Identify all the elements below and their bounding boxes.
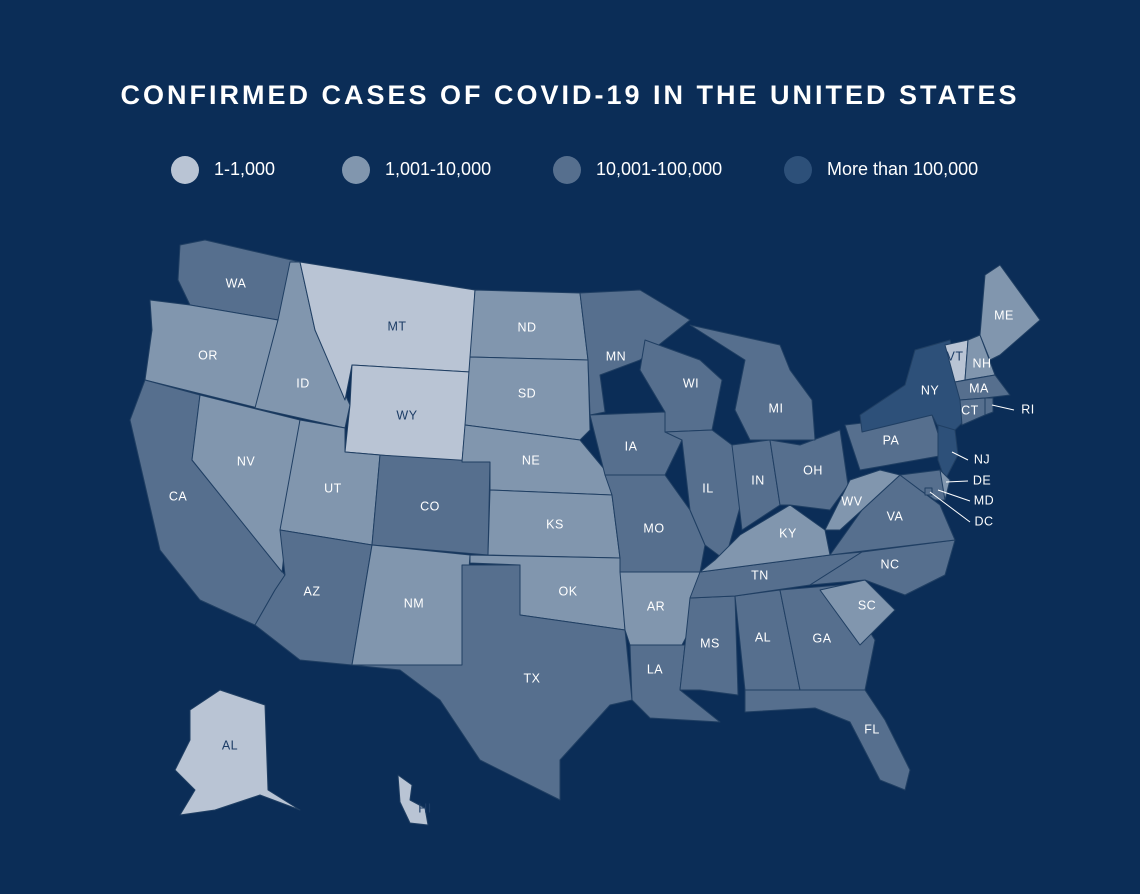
state-shape <box>979 264 1041 361</box>
state-label: NV <box>237 454 256 468</box>
state-label: NC <box>880 557 899 571</box>
state-label: ME <box>994 308 1014 322</box>
state-label: ID <box>296 376 310 390</box>
state-shape <box>191 394 301 573</box>
state-label: NH <box>972 356 991 370</box>
legend-swatch <box>553 156 581 184</box>
state-label: NE <box>522 453 540 467</box>
leader-line <box>929 491 971 523</box>
legend-label: 1,001-10,000 <box>385 159 491 179</box>
state-label: MS <box>700 636 720 650</box>
state-label: NY <box>921 383 940 397</box>
state-shape <box>984 397 994 416</box>
state-label: SD <box>518 386 536 400</box>
leader-line <box>945 480 969 483</box>
state-shape <box>954 374 1011 401</box>
state-shape <box>924 487 933 496</box>
leader-line <box>991 404 1015 411</box>
state-label: VT <box>947 349 964 363</box>
state-shape <box>397 774 429 826</box>
state-label: AL <box>222 738 238 752</box>
state-label: AZ <box>304 584 321 598</box>
state-label: LA <box>647 662 663 676</box>
state-shape <box>809 539 956 596</box>
state-shape <box>689 324 816 441</box>
state-shape <box>351 564 633 801</box>
state-shape <box>937 424 959 481</box>
state-label: WV <box>841 494 862 508</box>
state-label: IN <box>751 473 765 487</box>
map-title: CONFIRMED CASES OF COVID-19 IN THE UNITE… <box>120 80 1019 110</box>
legend-swatch <box>784 156 812 184</box>
state-label: VA <box>887 509 904 523</box>
legend: 1-1,000 1,001-10,000 10,001-100,000 More th… <box>171 156 978 184</box>
state-shape <box>579 289 691 416</box>
state-label: AR <box>647 599 665 613</box>
state-shape <box>464 356 591 441</box>
state-label: TN <box>751 568 769 582</box>
state-label: UT <box>324 481 342 495</box>
state-label: HI <box>418 801 432 815</box>
state-label: MO <box>643 521 664 535</box>
state-label: GA <box>812 631 831 645</box>
state-label: NM <box>404 596 424 610</box>
state-label: MT <box>387 319 406 333</box>
leader-line <box>951 451 969 461</box>
state-label: WA <box>226 276 247 290</box>
state-label: DE <box>973 473 991 487</box>
state-label: KY <box>779 526 797 540</box>
state-label: RI <box>1021 402 1035 416</box>
state-label: CO <box>420 499 440 513</box>
state-shape <box>819 579 896 646</box>
state-label: MN <box>606 349 626 363</box>
states <box>129 239 1041 826</box>
legend-label: 10,001-100,000 <box>596 159 722 179</box>
state-label: MI <box>769 401 784 415</box>
state-label: NJ <box>974 452 990 466</box>
state-label: OH <box>803 463 823 477</box>
state-label: KS <box>546 517 564 531</box>
state-shape <box>589 411 683 476</box>
state-label: CT <box>961 403 979 417</box>
state-shape <box>769 429 849 511</box>
state-label: TX <box>524 671 541 685</box>
state-label: MD <box>974 493 994 507</box>
state-shape <box>744 689 911 791</box>
legend-label: 1-1,000 <box>214 159 275 179</box>
state-shape <box>174 689 301 816</box>
leader-line <box>937 489 971 502</box>
state-label: ND <box>517 320 536 334</box>
state-label: IA <box>625 439 638 453</box>
state-label: OR <box>198 348 218 362</box>
legend-swatch <box>342 156 370 184</box>
state-label: WY <box>396 408 417 422</box>
legend-label: More than 100,000 <box>827 159 978 179</box>
state-label: WI <box>683 376 699 390</box>
state-label: OK <box>558 584 577 598</box>
state-label: AL <box>755 630 771 644</box>
state-label: FL <box>864 722 880 736</box>
state-label: PA <box>883 433 900 447</box>
state-label: SC <box>858 598 876 612</box>
state-label: DC <box>974 514 993 528</box>
state-label: IL <box>702 481 713 495</box>
legend-swatch <box>171 156 199 184</box>
state-labels: WA OR CA NV ID MT WY UT CO AZ NM ND SD NE KS OK TX MN IA MO… <box>169 276 1035 815</box>
state-label: CA <box>169 489 188 503</box>
state-label: MA <box>969 381 989 395</box>
